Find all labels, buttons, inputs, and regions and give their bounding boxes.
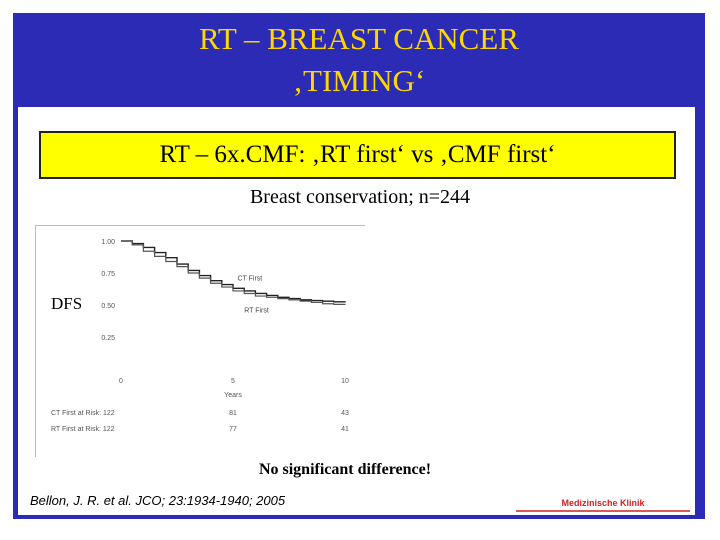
at-risk-value: 77 [229,426,237,433]
y-tick-label: 0.25 [101,335,115,342]
annotation-rt-first: RT First [244,308,269,315]
x-tick-label: 10 [341,378,349,385]
comparison-banner-text: RT – 6x.CMF: ‚RT first‘ vs ‚CMF first‘ [159,141,556,168]
at-risk-row-label: CT First at Risk: 122 [51,410,115,417]
annotation-ct-first: CT First [237,276,262,283]
y-tick-label: 0.50 [101,303,115,310]
comparison-banner: RT – 6x.CMF: ‚RT first‘ vs ‚CMF first‘ [39,131,676,179]
citation: Bellon, J. R. et al. JCO; 23:1934-1940; … [30,493,286,508]
x-tick-label: 0 [119,378,123,385]
slide-title: RT – BREAST CANCER ‚TIMING‘ [199,21,519,98]
y-tick-label: 1.00 [101,239,115,246]
institution-logo: Medizinische Klinik [512,497,694,515]
chart-frame [35,225,365,457]
y-tick-label: 0.75 [101,271,115,278]
survival-chart: 1.00 0.75 0.50 0.25 0 5 10 Years CT First RT Firs… [51,239,349,433]
x-axis-label: Years [224,392,242,399]
at-risk-value: 41 [341,426,349,433]
series-line-rt-first [121,240,346,305]
series-line-ct-first [121,240,346,303]
x-tick-label: 5 [231,378,235,385]
at-risk-value: 43 [341,410,349,417]
conclusion-text: No significant difference! [258,461,432,478]
logo-text: Medizinische Klinik [561,498,645,508]
at-risk-value: 81 [229,410,237,417]
study-subheading: Breast conservation; n=244 [249,186,471,208]
at-risk-row-label: RT First at Risk: 122 [51,426,115,433]
dfs-axis-label: DFS [51,294,83,313]
